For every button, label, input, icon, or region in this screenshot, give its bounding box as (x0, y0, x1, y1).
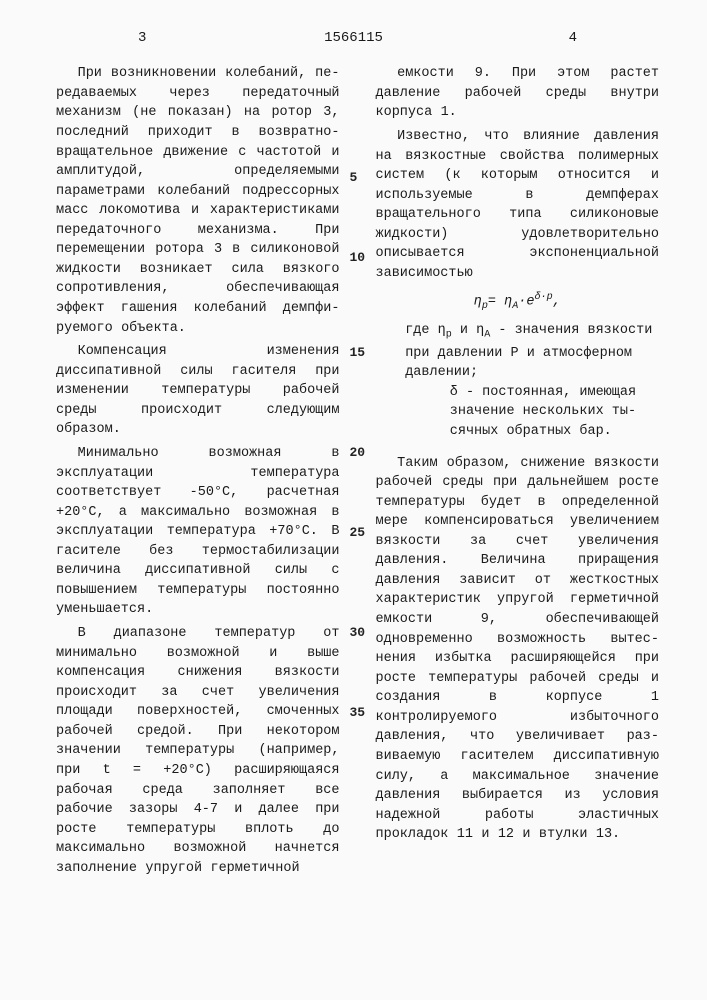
line-number: 20 (350, 444, 366, 463)
paragraph: емкости 9. При этом растет давление рабо… (376, 64, 660, 123)
line-number: 35 (350, 704, 366, 723)
formula-sup: δ·p (534, 292, 552, 303)
page-header: 3 1566115 4 (56, 28, 659, 48)
page: 3 1566115 4 При возникновении колебаний,… (0, 0, 707, 918)
formula-exp: ·e (518, 295, 534, 310)
page-number-right: 4 (569, 28, 577, 48)
formula-comma: , (553, 295, 561, 310)
document-number: 1566115 (324, 28, 383, 48)
formula-eta: η (474, 295, 482, 310)
columns: При возникновении колебаний, пе­редаваем… (56, 64, 659, 882)
formula-definition: δ - постоянная, имеющая значение несколь… (450, 383, 659, 442)
line-number: 25 (350, 524, 366, 543)
left-column: При возникновении колебаний, пе­редаваем… (56, 64, 340, 882)
line-number: 10 (350, 249, 366, 268)
page-number-left: 3 (138, 28, 146, 48)
formula: ηp= ηA·eδ·p, (376, 291, 660, 315)
paragraph: Таким образом, снижение вязкости рабочей… (376, 454, 660, 845)
paragraph: При возникновении колебаний, пе­редаваем… (56, 64, 340, 338)
line-number: 30 (350, 624, 366, 643)
line-number: 15 (350, 344, 366, 363)
formula-eq: = η (488, 295, 512, 310)
right-column: емкости 9. При этом растет давление рабо… (376, 64, 660, 882)
formula-definition: где ηp и ηA - значения вязкости при давл… (405, 321, 659, 382)
paragraph: Компенсация изменения диссипатив­ной сил… (56, 342, 340, 440)
line-number: 5 (350, 169, 358, 188)
paragraph: Минимально возможная в эксплуата­ции тем… (56, 444, 340, 620)
paragraph: Известно, что влияние давления на вязкос… (376, 127, 660, 284)
paragraph: В диапазоне температур от минималь­но во… (56, 624, 340, 878)
